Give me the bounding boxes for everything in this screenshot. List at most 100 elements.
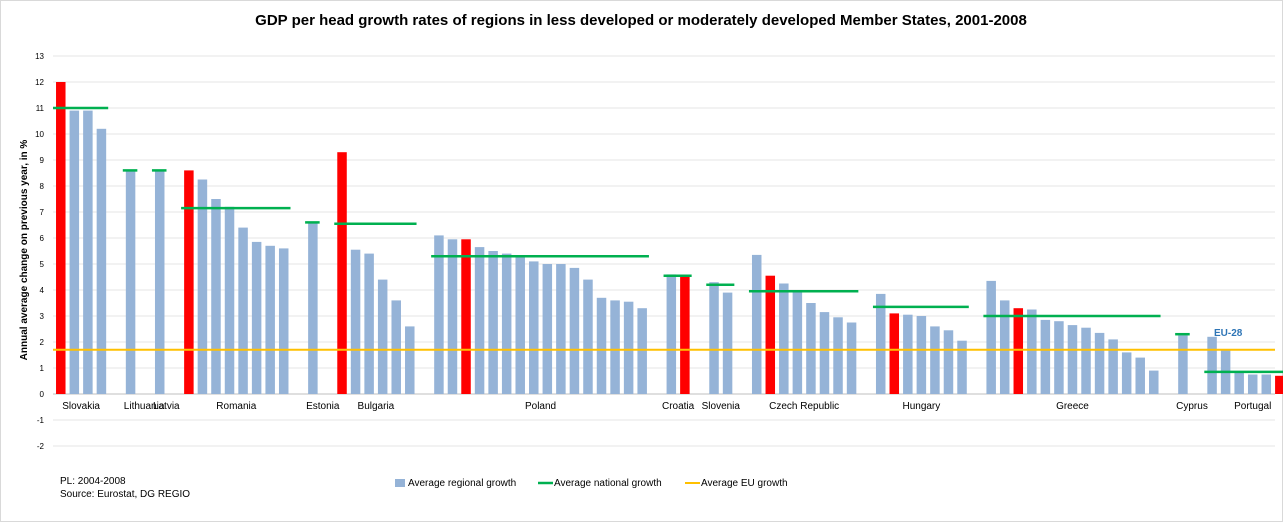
legend-swatch-regional: [395, 479, 405, 487]
bar-highlight: [1275, 375, 1283, 394]
country-label: Cyprus: [1176, 401, 1208, 412]
y-axis-label: Annual average change on previous year, …: [19, 140, 30, 361]
bar-regional: [957, 340, 967, 394]
bar-regional: [792, 291, 803, 394]
bar-regional: [308, 222, 318, 394]
bar-regional: [556, 264, 566, 394]
bar-regional: [819, 312, 830, 394]
bar-regional: [434, 235, 444, 394]
country-label: Latvia: [153, 401, 180, 412]
bar-regional: [447, 239, 458, 394]
bar-regional: [596, 297, 607, 394]
bar-regional: [806, 303, 816, 394]
country-label: Romania: [216, 401, 256, 412]
y-tick-label: 11: [36, 104, 45, 113]
bar-regional: [391, 300, 401, 394]
bar-highlight: [56, 82, 66, 394]
bar-regional: [1135, 357, 1145, 394]
bar-regional: [265, 245, 275, 394]
country-label: Croatia: [662, 401, 695, 412]
bar-regional: [709, 282, 719, 394]
bar-regional: [1207, 336, 1217, 394]
bar-regional: [569, 267, 580, 394]
bar-regional: [125, 170, 136, 394]
bar-regional: [1054, 321, 1064, 394]
y-tick-label: 7: [40, 208, 45, 217]
country-label: Czech Republic: [769, 401, 839, 412]
country-label: Poland: [525, 401, 556, 412]
footnote: PL: 2004-2008: [60, 476, 126, 487]
chart-title: GDP per head growth rates of regions in …: [255, 12, 1027, 29]
country-label: Portugal: [1234, 401, 1271, 412]
bar-regional: [69, 110, 80, 394]
y-tick-label: 1: [40, 364, 45, 373]
bar-regional: [529, 261, 539, 394]
y-tick-label: 0: [40, 390, 45, 399]
bar-highlight: [889, 313, 900, 394]
bar-regional: [96, 128, 107, 395]
y-tick-label: 4: [40, 286, 45, 295]
bar-regional: [1121, 352, 1132, 394]
bar-regional: [1261, 374, 1272, 394]
legend-label-regional: Average regional growth: [408, 478, 516, 489]
bar-regional: [833, 317, 843, 394]
bar-regional: [846, 322, 857, 394]
country-label: Slovakia: [62, 401, 100, 412]
bar-regional: [666, 274, 677, 394]
bar-regional: [350, 249, 361, 394]
bar-regional: [875, 293, 886, 394]
bar-regional: [224, 206, 235, 394]
bar-regional: [583, 279, 593, 394]
bar-regional: [83, 110, 93, 394]
bar-regional: [515, 256, 525, 394]
bar-regional: [251, 241, 262, 394]
country-label: Greece: [1056, 401, 1089, 412]
bar-regional: [722, 292, 733, 394]
country-label: Lithuania: [124, 401, 165, 412]
bar-regional: [1081, 327, 1091, 394]
bar-regional: [986, 280, 996, 394]
legend-label-national: Average national growth: [554, 478, 662, 489]
bar-highlight: [337, 152, 347, 394]
bar-regional: [364, 253, 374, 394]
y-tick-label: 2: [40, 338, 45, 347]
y-tick-label: 13: [35, 52, 44, 61]
bar-regional: [999, 300, 1010, 394]
bar-regional: [1067, 325, 1078, 394]
bar-regional: [542, 264, 553, 394]
bar-regional: [211, 199, 221, 394]
bar-regional: [278, 248, 289, 394]
bar-regional: [637, 308, 647, 394]
eu-average-label: EU-28: [1214, 328, 1243, 339]
country-label: Bulgaria: [358, 401, 395, 412]
y-tick-label: 6: [40, 234, 45, 243]
bar-regional: [405, 326, 415, 394]
bar-regional: [1040, 319, 1051, 394]
y-tick-label: 5: [40, 260, 45, 269]
country-label: Slovenia: [702, 401, 741, 412]
bar-regional: [238, 227, 248, 394]
country-label: Estonia: [306, 401, 340, 412]
country-label: Hungary: [902, 401, 940, 412]
y-tick-label: 9: [40, 156, 45, 165]
eu-average-layer: EU-28: [53, 328, 1275, 351]
bar-regional: [610, 300, 620, 394]
y-tick-label: 8: [40, 182, 45, 191]
y-tick-label: 10: [35, 130, 44, 139]
bar-regional: [1027, 309, 1037, 394]
bar-regional: [1234, 371, 1244, 394]
bar-regional: [623, 301, 634, 394]
bar-regional: [751, 254, 762, 394]
bar-regional: [474, 247, 485, 394]
bar-regional: [1094, 332, 1105, 394]
source-note: Source: Eurostat, DG REGIO: [60, 489, 190, 500]
bar-highlight: [765, 275, 776, 394]
bar-highlight: [461, 239, 471, 394]
bar-regional: [488, 251, 498, 394]
bar-highlight: [680, 275, 690, 394]
bar-regional: [1247, 374, 1258, 394]
bar-regional: [1149, 370, 1159, 394]
